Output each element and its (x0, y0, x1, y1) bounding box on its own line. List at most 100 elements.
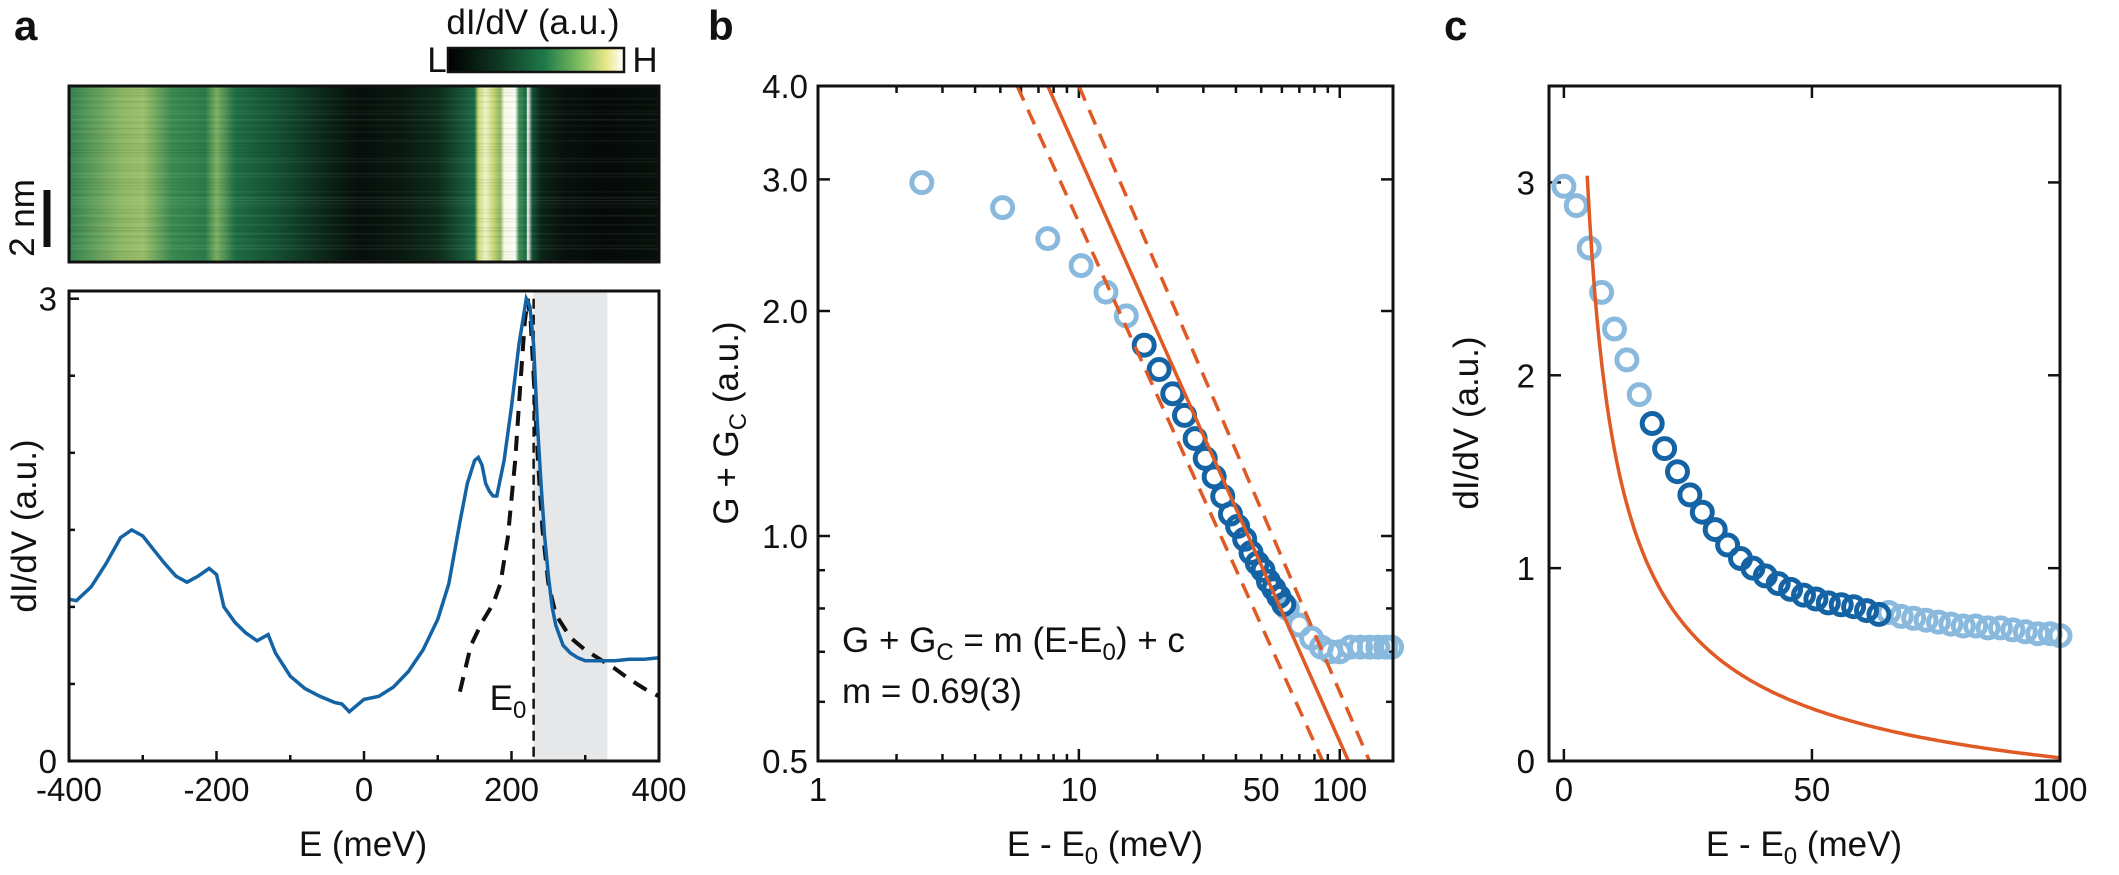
spectral-map-texture (69, 86, 659, 262)
map-noise-row (69, 101, 659, 103)
colorbar-low-label: L (427, 41, 446, 80)
colorbar (446, 46, 626, 74)
map-noise-row (69, 161, 659, 163)
data-point-dark (1803, 586, 1829, 612)
map-noise-row (69, 209, 659, 211)
y-tick-label: 0.5 (762, 743, 808, 780)
map-noise-row (69, 104, 659, 106)
data-point-light (1551, 173, 1577, 199)
panel-c-ylabel: dI/dV (a.u.) (1447, 336, 1486, 509)
data-point-dark (1664, 459, 1690, 485)
y-tick-label: 4.0 (762, 68, 808, 105)
y-tick-label: 3 (1517, 164, 1535, 201)
data-point-light (2000, 617, 2026, 643)
spectral-map-frame (67, 84, 661, 264)
data-point-light (1987, 615, 2013, 641)
y-tick-label: 1 (1517, 550, 1535, 587)
data-point-light (1975, 615, 2001, 641)
data-point-dark (1639, 411, 1665, 436)
shaded-region (533, 291, 608, 761)
map-noise-row (69, 146, 659, 148)
data-point-light (2012, 619, 2038, 645)
data-point-light (1347, 634, 1373, 660)
map-noise-row (69, 113, 659, 115)
fit-bound-upper (1077, 85, 1372, 762)
e0-label-background (486, 676, 532, 728)
panel-b-letter: b (708, 2, 734, 49)
fit-equation: G + GC = m (E-E0) + c (842, 621, 1185, 666)
map-noise-row (69, 125, 659, 127)
x-tick-label: 0 (1555, 771, 1573, 808)
slope-value: m = 0.69(3) (842, 672, 1022, 711)
data-point-dark (1715, 532, 1741, 558)
data-point-light (1035, 226, 1061, 252)
data-point-light (1601, 316, 1627, 342)
x-tick-label: 100 (2032, 771, 2087, 808)
y-tick-label: 2.0 (762, 293, 808, 330)
panel-a-axes (67, 289, 661, 763)
map-noise-row (69, 122, 659, 124)
map-noise-row (69, 236, 659, 238)
x-tick-label: 0 (355, 771, 373, 808)
data-point-light (1626, 382, 1652, 408)
map-noise-row (69, 245, 659, 247)
y-tick-label: 0 (1517, 743, 1535, 780)
x-tick-label: 50 (1243, 771, 1280, 808)
map-noise-row (69, 89, 659, 91)
panel-a-ticks: -400 -200 0 200 400 0 3 (36, 281, 687, 808)
map-noise-row (69, 137, 659, 139)
data-point-light (1589, 279, 1615, 305)
map-noise-row (69, 131, 659, 133)
fit-curve (1585, 175, 2059, 760)
map-noise-row (69, 128, 659, 130)
panel-b-points (909, 170, 1405, 665)
data-point-light (1563, 193, 1589, 219)
map-noise-row (69, 173, 659, 175)
data-point-light (1963, 613, 1989, 639)
x-tick-label: 400 (631, 771, 686, 808)
map-noise-row (69, 257, 659, 259)
map-noise-row (69, 188, 659, 190)
y-tick-label: 1.0 (762, 518, 808, 555)
colorbar-high-label: H (632, 41, 657, 80)
panel-c-points (1551, 173, 2073, 649)
map-noise-row (69, 230, 659, 232)
map-noise-row (69, 134, 659, 136)
data-point-light (1913, 607, 1939, 633)
map-noise-row (69, 251, 659, 253)
x-tick-label: 10 (1061, 771, 1098, 808)
panel-c-xlabel: E - E0 (meV) (1706, 825, 1902, 870)
data-point-dark (1689, 499, 1715, 525)
data-point-dark (1131, 332, 1157, 358)
data-point-dark (1201, 464, 1227, 490)
data-point-dark (1866, 601, 1892, 627)
x-tick-label: -400 (36, 771, 102, 808)
map-noise-row (69, 224, 659, 226)
map-noise-row (69, 98, 659, 100)
panel-c-letter: c (1444, 2, 1467, 49)
map-noise-row (69, 215, 659, 217)
data-point-light (1901, 605, 1927, 631)
map-noise-row (69, 233, 659, 235)
data-point-dark (1146, 357, 1172, 383)
series-measured-line (68, 292, 660, 715)
map-noise-row (69, 185, 659, 187)
map-noise-row (69, 155, 659, 157)
data-point-light (1576, 235, 1602, 261)
map-noise-row (69, 212, 659, 214)
map-noise-row (69, 143, 659, 145)
x-tick-label: -200 (183, 771, 249, 808)
map-noise-row (69, 197, 659, 199)
map-noise-row (69, 140, 659, 142)
panel-a-letter: a (14, 2, 38, 49)
e0-label: E0 (490, 679, 527, 724)
data-point-dark (1778, 576, 1804, 602)
map-noise-row (69, 254, 659, 256)
map-noise-row (69, 164, 659, 166)
map-noise-row (69, 191, 659, 193)
data-point-light (1925, 609, 1951, 635)
data-point-dark (1791, 582, 1817, 608)
x-tick-label: 100 (1312, 771, 1367, 808)
data-point-dark (1815, 590, 1841, 616)
